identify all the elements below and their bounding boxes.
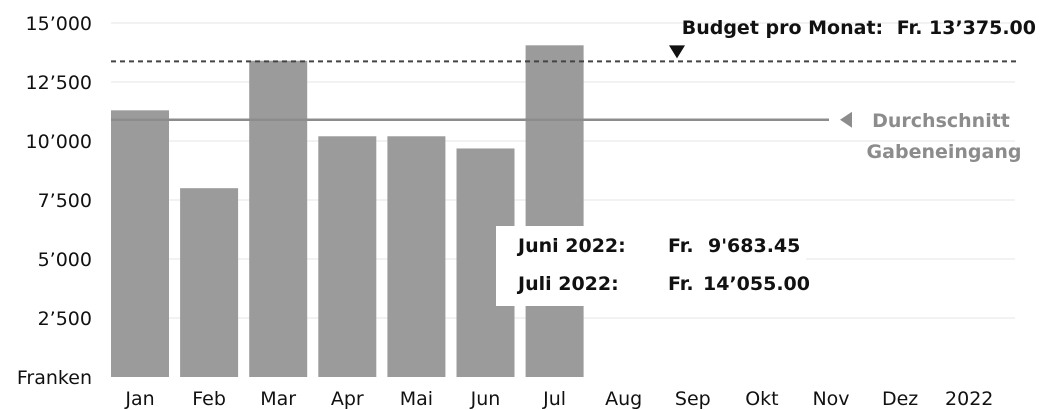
bars — [111, 45, 584, 377]
x-tick-label: Nov — [812, 388, 849, 410]
x-tick-label: Sep — [675, 388, 711, 410]
bar-mar — [249, 60, 308, 377]
y-tick-label: 7’500 — [38, 190, 92, 212]
callout-july-currency: Fr. — [668, 273, 694, 295]
x-tick-label: Okt — [745, 388, 778, 410]
y-tick-label: 2’500 — [38, 308, 92, 330]
x-tick-label: Mar — [260, 388, 296, 410]
bar-mai — [387, 136, 446, 377]
y-tick-label: 5’000 — [38, 249, 92, 271]
callout-box — [496, 226, 806, 306]
x-tick-label: Jan — [124, 388, 154, 410]
y-tick-label: 10’000 — [26, 131, 92, 153]
callout-june-label: Juni 2022: — [516, 235, 626, 257]
y-tick-label: 12’500 — [26, 72, 92, 94]
bar-jan — [111, 110, 169, 377]
bar-apr — [318, 136, 377, 377]
y-tick-label: 15’000 — [26, 13, 92, 35]
x-tick-label: Jun — [470, 388, 501, 410]
callout-july-label: Juli 2022: — [516, 273, 619, 295]
callout-july-amount: 14’055.00 — [703, 273, 810, 295]
x-tick-label: Apr — [331, 388, 364, 410]
x-tick-label: Jul — [542, 388, 566, 410]
budget-amount: Fr. 13’375.00 — [897, 17, 1036, 39]
bar-feb — [180, 188, 239, 377]
y-axis-label: Franken — [17, 367, 92, 389]
x-tick-label: Aug — [605, 388, 642, 410]
average-arrow-icon — [840, 111, 852, 128]
x-tick-label: Mai — [400, 388, 433, 410]
average-label-line1: Durchschnitt — [872, 110, 1010, 132]
bar-jul — [525, 45, 584, 377]
x-tick-label: 2022 — [945, 388, 993, 410]
x-axis-ticks: Jan Feb Mar Apr Mai Jun Jul Aug Sep Okt Nov Dez 2022 — [124, 388, 993, 410]
budget-label-text: Budget pro Monat: — [682, 17, 883, 39]
callout-june-amount: 9'683.45 — [708, 235, 800, 257]
budget-label: Budget pro Monat: Fr. 13’375.00 — [682, 17, 1036, 39]
callout-june-currency: Fr. — [668, 235, 694, 257]
x-tick-label: Feb — [192, 388, 226, 410]
x-tick-label: Dez — [882, 388, 918, 410]
budget-arrow-icon — [669, 45, 685, 59]
average-label-line2: Gabeneingang — [867, 141, 1022, 163]
y-axis-ticks: 2’500 5’000 7’500 10’000 12’500 15’000 Franken — [17, 13, 92, 389]
